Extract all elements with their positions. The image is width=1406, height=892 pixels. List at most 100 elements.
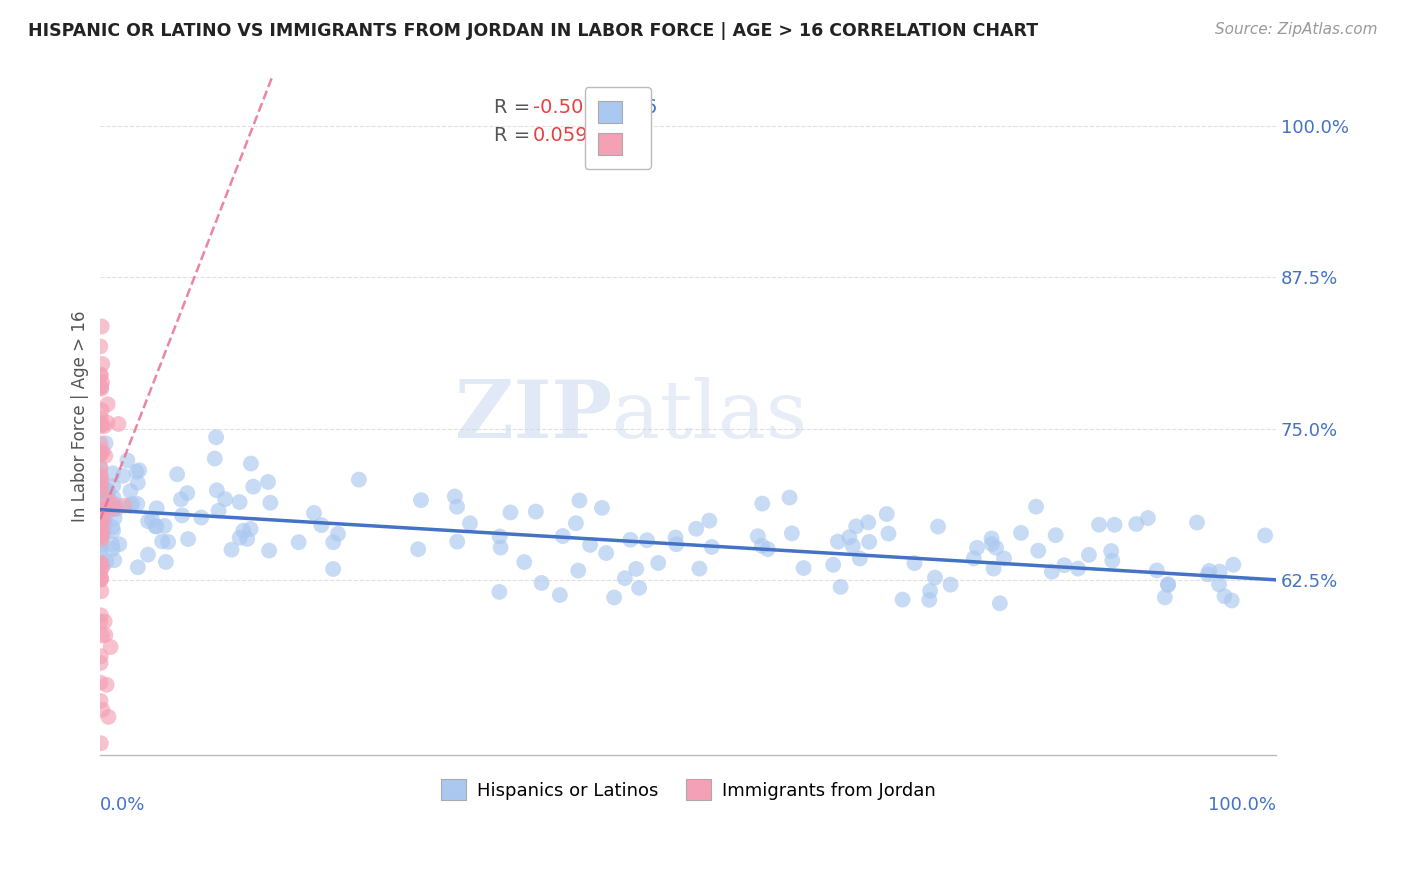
Y-axis label: In Labor Force | Age > 16: In Labor Force | Age > 16 bbox=[72, 310, 89, 522]
Text: 0.0%: 0.0% bbox=[100, 796, 146, 814]
Point bbox=[90, 382, 112, 396]
Point bbox=[793, 561, 815, 575]
Point bbox=[1153, 591, 1175, 605]
Point bbox=[214, 492, 236, 507]
Point bbox=[239, 457, 262, 471]
Point bbox=[96, 504, 118, 518]
Point bbox=[90, 736, 112, 750]
Point bbox=[409, 493, 432, 508]
Point bbox=[89, 527, 111, 541]
Point bbox=[176, 486, 198, 500]
Point bbox=[983, 561, 1005, 575]
Point bbox=[153, 519, 176, 533]
Point bbox=[665, 537, 688, 551]
Point bbox=[91, 502, 114, 516]
Text: 196: 196 bbox=[621, 98, 658, 118]
Point bbox=[858, 534, 880, 549]
Point bbox=[91, 628, 114, 642]
Point bbox=[311, 518, 333, 533]
Point bbox=[118, 499, 141, 513]
Point bbox=[918, 593, 941, 607]
Point bbox=[94, 501, 117, 516]
Point bbox=[166, 467, 188, 482]
Point bbox=[90, 517, 112, 532]
Point bbox=[1077, 548, 1099, 562]
Point bbox=[287, 535, 309, 549]
Point bbox=[155, 555, 177, 569]
Point bbox=[111, 468, 134, 483]
Point bbox=[90, 446, 112, 460]
Point bbox=[1208, 565, 1230, 579]
Point bbox=[963, 551, 986, 566]
Point bbox=[302, 506, 325, 520]
Point bbox=[89, 515, 111, 529]
Point bbox=[90, 476, 112, 491]
Point bbox=[823, 558, 845, 572]
Text: 0.059: 0.059 bbox=[533, 126, 589, 145]
Point bbox=[89, 436, 111, 450]
Point bbox=[1088, 517, 1111, 532]
Point bbox=[1067, 561, 1090, 575]
Point bbox=[89, 571, 111, 585]
Text: atlas: atlas bbox=[612, 377, 807, 456]
Point bbox=[685, 522, 707, 536]
Point bbox=[1099, 544, 1122, 558]
Point bbox=[257, 543, 280, 558]
Point bbox=[924, 571, 946, 585]
Point bbox=[89, 503, 111, 517]
Point bbox=[101, 541, 124, 556]
Point bbox=[446, 534, 468, 549]
Point bbox=[232, 524, 254, 538]
Point bbox=[90, 533, 112, 547]
Point bbox=[157, 534, 180, 549]
Point bbox=[89, 417, 111, 431]
Point bbox=[91, 444, 114, 458]
Point bbox=[91, 357, 114, 371]
Point bbox=[93, 419, 115, 434]
Point bbox=[877, 526, 900, 541]
Point bbox=[94, 628, 117, 642]
Point bbox=[91, 560, 114, 574]
Point bbox=[1101, 554, 1123, 568]
Text: N =: N = bbox=[588, 126, 644, 145]
Point bbox=[322, 535, 344, 549]
Point bbox=[91, 376, 114, 390]
Point bbox=[988, 596, 1011, 610]
Text: N =: N = bbox=[588, 98, 644, 118]
Point bbox=[980, 537, 1002, 551]
Point bbox=[89, 694, 111, 708]
Point bbox=[136, 548, 159, 562]
Point bbox=[89, 556, 111, 570]
Point bbox=[96, 678, 118, 692]
Point bbox=[628, 581, 651, 595]
Point bbox=[90, 319, 112, 334]
Point bbox=[94, 436, 117, 450]
Point bbox=[89, 615, 111, 629]
Point bbox=[1197, 567, 1219, 582]
Point bbox=[97, 483, 120, 498]
Point bbox=[89, 525, 111, 540]
Point bbox=[89, 525, 111, 540]
Point bbox=[91, 528, 114, 542]
Point bbox=[984, 541, 1007, 555]
Point bbox=[105, 502, 128, 516]
Point bbox=[90, 446, 112, 460]
Point bbox=[347, 473, 370, 487]
Point bbox=[1185, 516, 1208, 530]
Text: R =: R = bbox=[494, 126, 537, 145]
Point bbox=[100, 640, 122, 654]
Point bbox=[101, 467, 124, 481]
Point bbox=[236, 532, 259, 546]
Point bbox=[89, 675, 111, 690]
Point bbox=[90, 475, 112, 490]
Point bbox=[90, 461, 112, 475]
Point bbox=[567, 564, 589, 578]
Point bbox=[91, 491, 114, 505]
Text: ZIP: ZIP bbox=[454, 377, 612, 456]
Point bbox=[700, 540, 723, 554]
Point bbox=[89, 537, 111, 551]
Point bbox=[90, 379, 112, 393]
Point bbox=[90, 502, 112, 516]
Point bbox=[90, 509, 112, 524]
Point bbox=[613, 571, 636, 585]
